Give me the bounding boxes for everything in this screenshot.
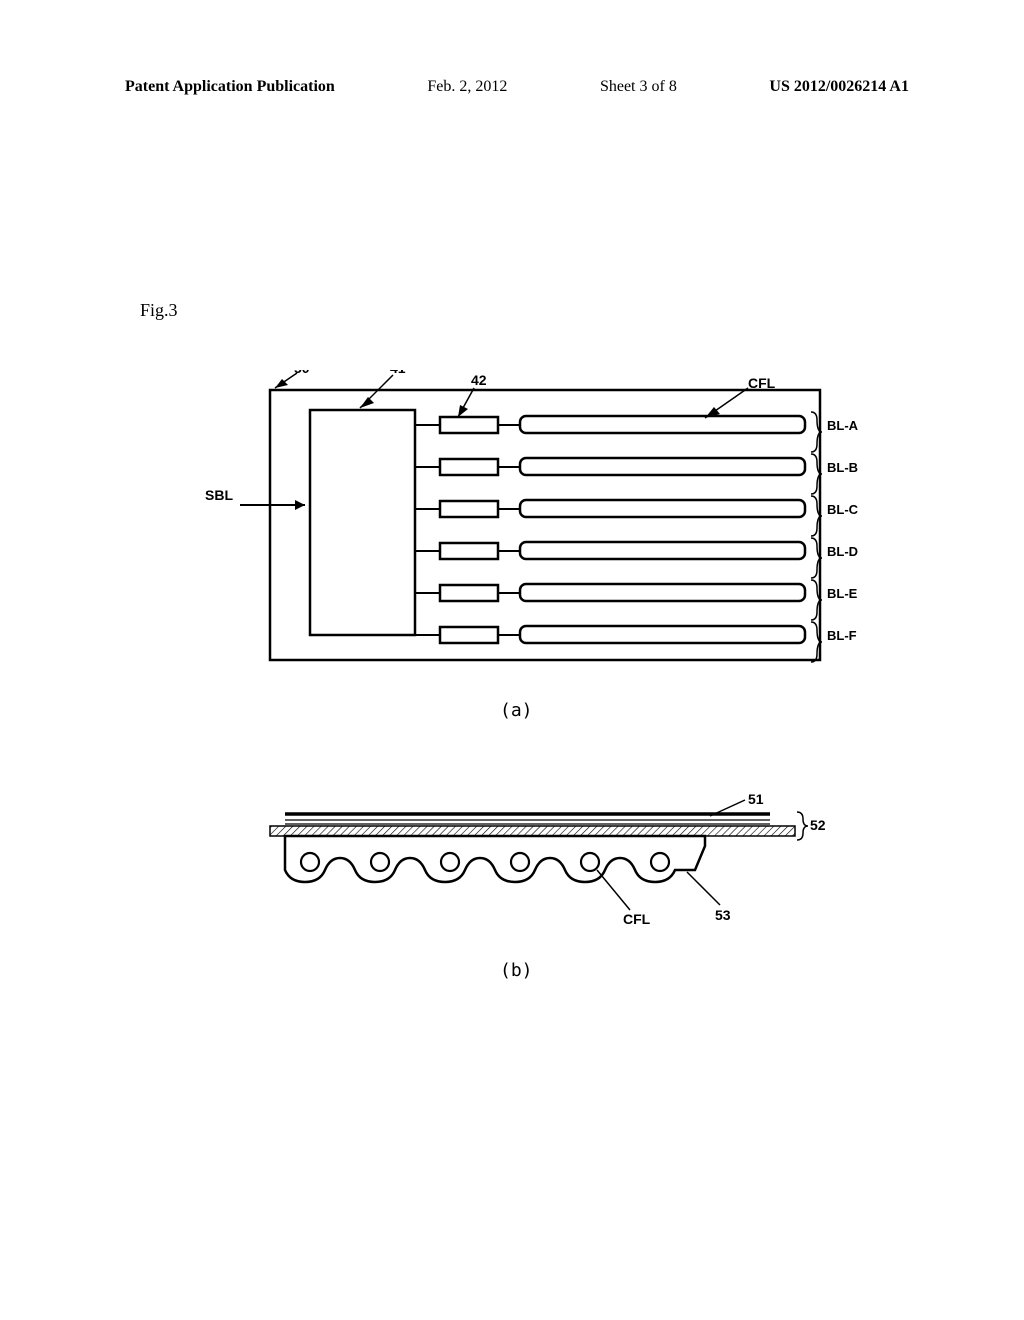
ref-53-label: 53 — [715, 907, 731, 923]
bl-label: BL-D — [827, 544, 858, 559]
sub-label-b: (b) — [500, 960, 533, 981]
publication-date: Feb. 2, 2012 — [427, 78, 507, 96]
cfl-b-label: CFL — [623, 911, 651, 927]
cfl-label: CFL — [748, 375, 776, 391]
figure-label: Fig.3 — [140, 300, 178, 321]
bl-label: BL-A — [827, 418, 859, 433]
ref-50-label: 50 — [294, 370, 310, 376]
sbl-label: SBL — [205, 487, 233, 503]
block-rows: BL-A BL-B BL-C — [415, 412, 859, 662]
bl-label: BL-C — [827, 502, 859, 517]
ref-52-label: 52 — [810, 817, 825, 833]
sub-label-a: (a) — [500, 700, 533, 721]
diagram-a: 50 41 42 CFL SBL BL-A — [200, 370, 860, 670]
ref-51-label: 51 — [748, 791, 764, 807]
ref-41-label: 41 — [390, 370, 406, 376]
diagram-b: 51 52 CFL 53 — [265, 790, 825, 940]
ref-42-label: 42 — [471, 372, 487, 388]
sheet-number: Sheet 3 of 8 — [600, 78, 677, 96]
page-header: Patent Application Publication Feb. 2, 2… — [0, 78, 1024, 96]
bl-label: BL-E — [827, 586, 858, 601]
bl-label: BL-F — [827, 628, 857, 643]
publication-label: Patent Application Publication — [125, 78, 335, 96]
bl-label: BL-B — [827, 460, 858, 475]
document-number: US 2012/0026214 A1 — [769, 78, 909, 96]
